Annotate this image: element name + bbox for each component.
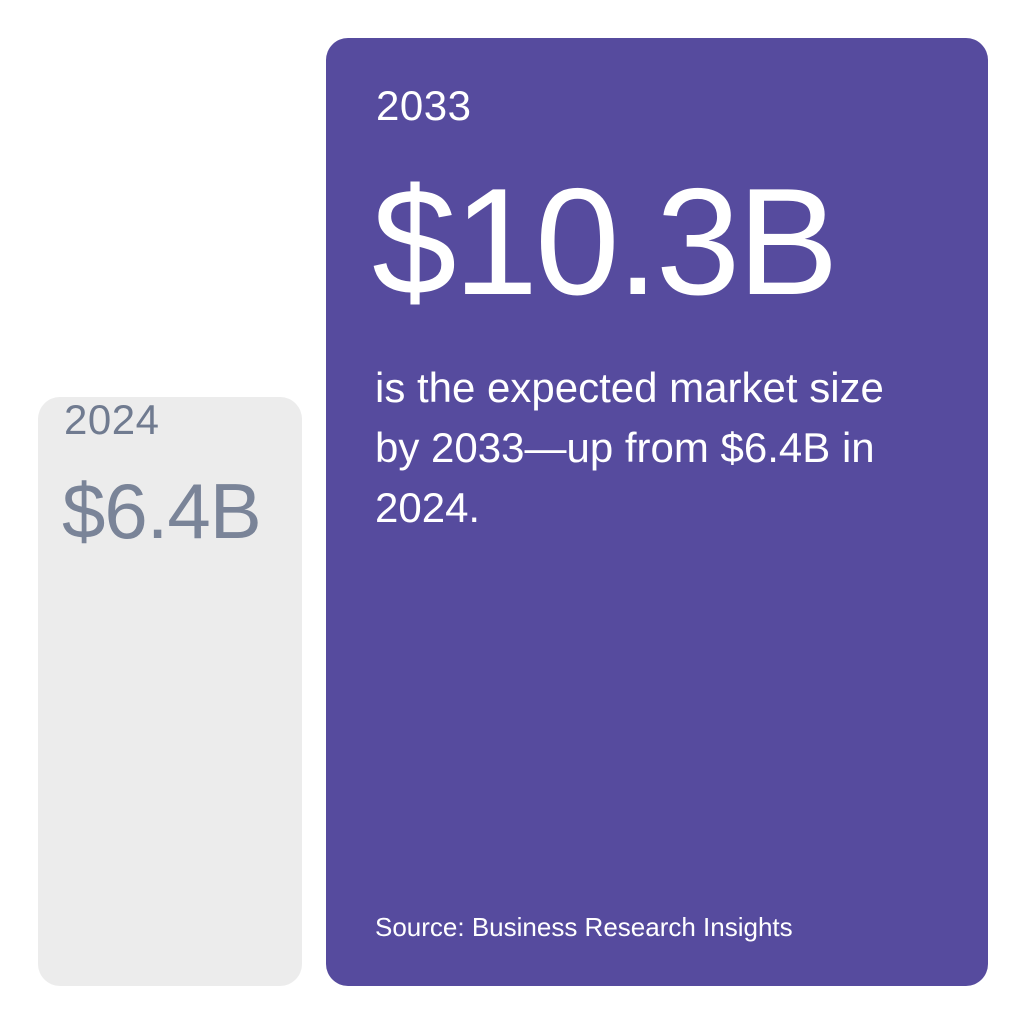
bar-2033 — [326, 38, 988, 986]
value-label-2024: $6.4B — [62, 467, 262, 555]
category-label-2024: 2024 — [64, 396, 160, 443]
bar-2024 — [38, 397, 302, 986]
value-label-2033: $10.3B — [372, 157, 839, 327]
category-label-2033: 2033 — [376, 82, 472, 129]
chart-annotation: is the expected market size by 2033—up f… — [375, 364, 884, 531]
source-note: Source: Business Research Insights — [375, 912, 793, 942]
